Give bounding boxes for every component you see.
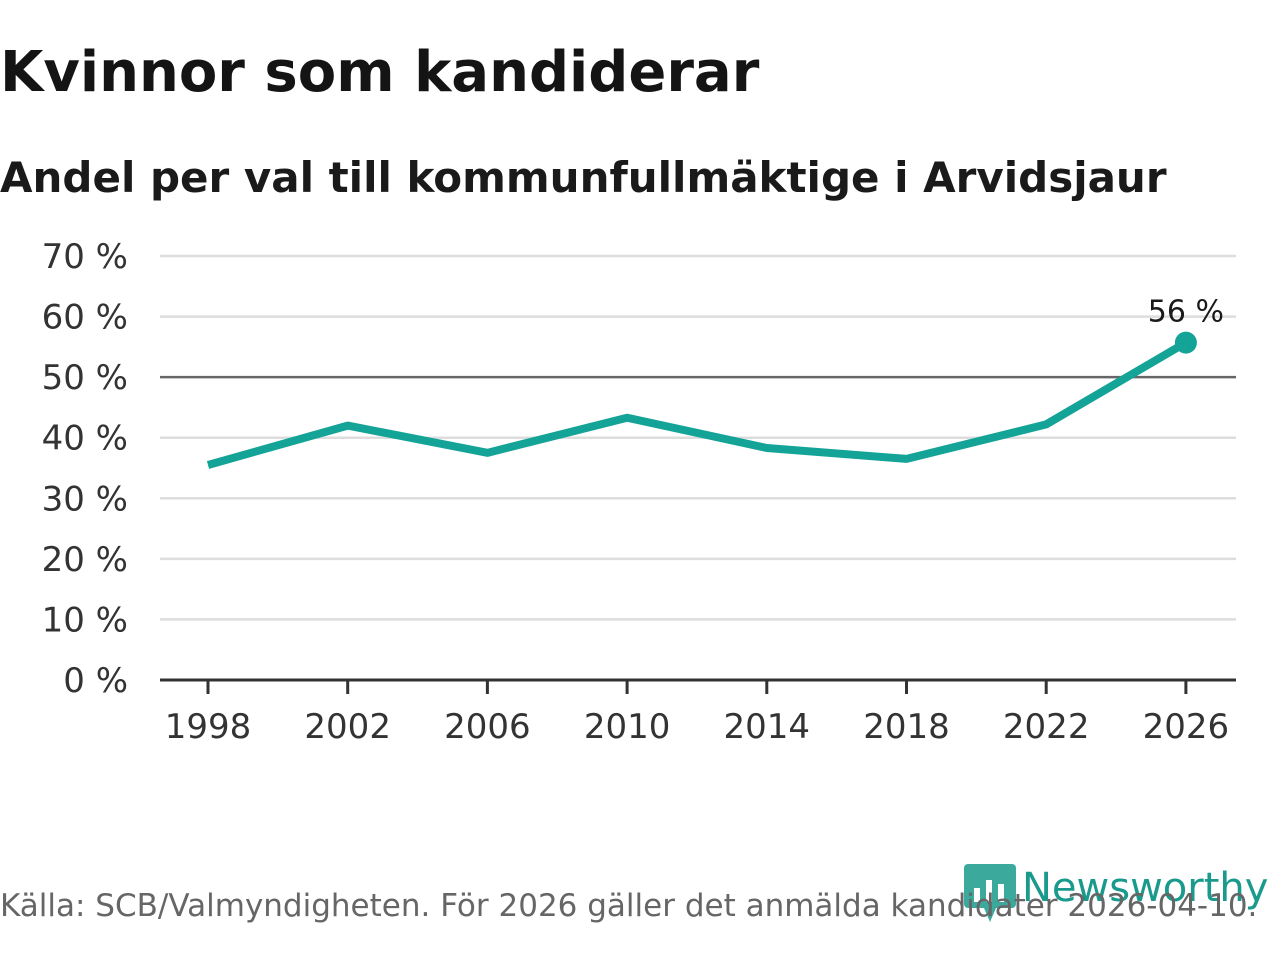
x-tick-label-2010: 2010	[584, 707, 671, 747]
x-tick-label-2026: 2026	[1143, 707, 1230, 747]
y-tick-label-50: 50 %	[42, 358, 128, 398]
y-tick-label-0: 0 %	[63, 661, 128, 701]
chart-subtitle: Andel per val till kommunfullmäktige i A…	[0, 153, 1167, 202]
y-tick-label-10: 10 %	[42, 600, 128, 640]
x-tick-label-2002: 2002	[304, 707, 391, 747]
brand-logo: Newsworthy	[964, 864, 1268, 924]
y-tick-label-20: 20 %	[42, 540, 128, 580]
x-tick-label-2018: 2018	[863, 707, 950, 747]
x-tick-label-2014: 2014	[724, 707, 811, 747]
y-tick-label-40: 40 %	[42, 419, 128, 459]
x-tick-label-1998: 1998	[165, 707, 252, 747]
chart-title: Kvinnor som kandiderar	[0, 40, 760, 105]
brand-name: Newsworthy	[1022, 865, 1269, 911]
data-point-2026	[1174, 331, 1197, 354]
source-note: Källa: SCB/Valmyndigheten. För 2026 gäll…	[0, 888, 1258, 924]
series-line-andel-kvinnor	[206, 339, 1188, 469]
y-tick-label-60: 60 %	[42, 298, 128, 338]
y-tick-label-30: 30 %	[42, 479, 128, 519]
y-tick-label-70: 70 %	[42, 237, 128, 277]
x-tick-label-2006: 2006	[444, 707, 531, 747]
x-tick-label-2022: 2022	[1003, 707, 1090, 747]
newsworthy-logo-icon	[964, 864, 1016, 922]
data-label-2026: 56 %	[1148, 295, 1224, 330]
